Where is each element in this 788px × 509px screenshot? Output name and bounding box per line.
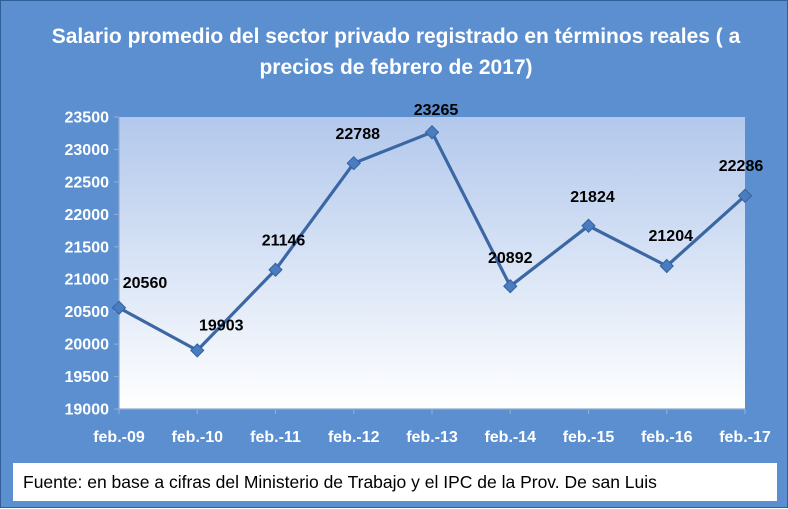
data-point-marker — [737, 188, 753, 203]
data-point-marker — [111, 300, 127, 315]
x-tick-label: feb.-16 — [641, 429, 693, 446]
plot-area — [119, 117, 745, 409]
x-axis-ticks: feb.-09 feb.-10 feb.-11 feb.-12 feb.-13 feb.-… — [93, 409, 771, 446]
data-point-marker — [424, 125, 440, 140]
data-label: 20560 — [123, 275, 168, 292]
data-labels: 20560 19903 21146 22788 23265 20892 21824 21204… — [123, 102, 764, 334]
data-label: 19903 — [199, 317, 244, 334]
y-tick-label: 23500 — [65, 110, 110, 127]
x-tick-label: feb.-13 — [406, 429, 458, 446]
y-tick-label: 20000 — [65, 337, 110, 354]
data-point-marker — [503, 279, 518, 294]
data-point-marker — [581, 218, 596, 233]
data-point-marker — [190, 343, 205, 358]
data-label: 23265 — [414, 102, 459, 119]
data-label: 22286 — [719, 158, 764, 175]
x-tick-label: feb.-15 — [563, 429, 615, 446]
data-label: 20892 — [488, 250, 533, 267]
x-tick-label: feb.-11 — [250, 429, 301, 446]
chart-title: Salario promedio del sector privado regi… — [51, 25, 741, 79]
data-point-marker — [659, 258, 674, 274]
data-label: 21204 — [649, 228, 694, 245]
x-tick-label: feb.-17 — [719, 429, 771, 446]
source-note: Fuente: en base a cifras del Ministerio … — [13, 463, 777, 501]
series-markers — [111, 125, 753, 358]
y-tick-label: 20500 — [65, 304, 110, 321]
data-label: 21146 — [262, 233, 306, 250]
data-point-marker — [346, 155, 361, 171]
y-tick-label: 21000 — [65, 272, 110, 289]
y-tick-label: 23000 — [65, 142, 110, 159]
x-tick-label: feb.-12 — [328, 429, 380, 446]
data-label: 22788 — [336, 126, 381, 143]
y-tick-label: 22000 — [65, 207, 110, 224]
data-point-marker — [268, 262, 283, 277]
y-tick-label: 19500 — [65, 369, 110, 386]
y-tick-label: 22500 — [65, 174, 110, 191]
x-tick-label: feb.-09 — [93, 429, 145, 446]
y-tick-label: 21500 — [65, 239, 110, 256]
data-label: 21824 — [570, 189, 615, 206]
y-axis-ticks: 19000 19500 20000 20500 21000 21500 22000 22500… — [65, 110, 119, 419]
x-tick-label: feb.-14 — [484, 429, 536, 446]
x-tick-label: feb.-10 — [171, 429, 223, 446]
y-tick-label: 19000 — [65, 402, 110, 419]
